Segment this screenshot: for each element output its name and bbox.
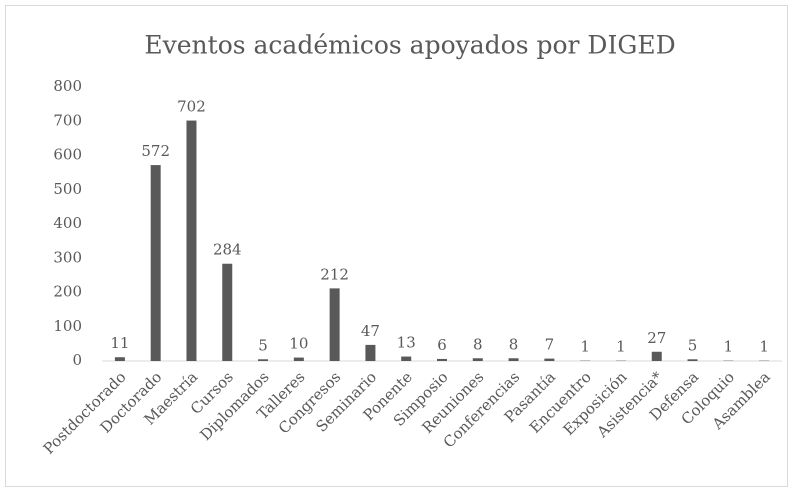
bar — [544, 358, 555, 361]
y-tick-label: 100 — [53, 317, 82, 335]
data-label: 8 — [509, 335, 519, 353]
bar — [150, 165, 161, 361]
bar — [437, 358, 447, 361]
y-tick-label: 700 — [53, 111, 82, 129]
data-label: 11 — [110, 334, 129, 352]
bar — [329, 288, 340, 361]
data-label: 212 — [320, 265, 349, 283]
data-label: 6 — [437, 336, 447, 354]
data-label: 1 — [580, 338, 590, 356]
bar — [114, 357, 125, 361]
bar — [186, 120, 197, 361]
data-label: 10 — [289, 335, 308, 353]
bar — [222, 263, 233, 361]
y-tick-label: 400 — [53, 214, 82, 232]
data-label: 47 — [361, 322, 380, 340]
bar — [508, 358, 519, 361]
bar — [687, 359, 698, 361]
data-label: 572 — [141, 142, 170, 160]
data-label: 1 — [759, 338, 769, 356]
y-tick-label: 800 — [53, 77, 82, 95]
bar — [293, 357, 304, 361]
y-tick-label: 200 — [53, 283, 82, 301]
y-tick-label: 600 — [53, 146, 82, 164]
chart-title: Eventos académicos apoyados por DIGED — [144, 31, 675, 60]
data-label: 27 — [647, 329, 666, 347]
data-label: 8 — [473, 335, 483, 353]
data-label: 5 — [258, 336, 268, 354]
bar — [401, 356, 412, 361]
bar — [472, 358, 483, 361]
data-label: 13 — [397, 334, 416, 352]
data-label: 5 — [688, 336, 698, 354]
chart-border — [5, 5, 788, 487]
y-tick-label: 300 — [53, 248, 82, 266]
y-tick-label: 500 — [53, 180, 82, 198]
bar — [365, 344, 376, 361]
data-label: 284 — [213, 241, 242, 259]
bar — [651, 351, 662, 361]
data-label: 702 — [177, 98, 206, 116]
y-tick-label: 0 — [72, 351, 82, 369]
data-label: 1 — [616, 338, 626, 356]
bar — [258, 359, 269, 361]
data-label: 7 — [545, 336, 555, 354]
data-label: 1 — [724, 338, 734, 356]
